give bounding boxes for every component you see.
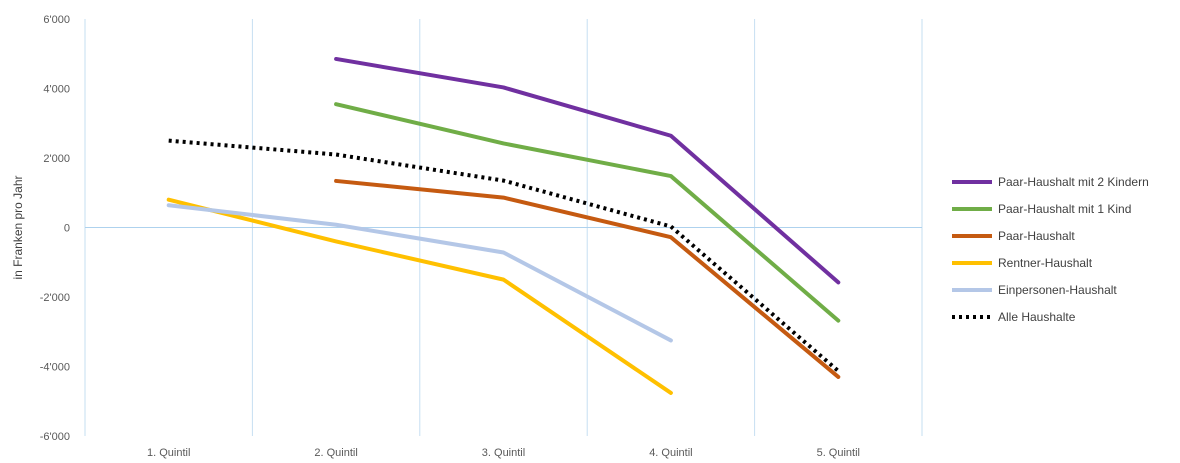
legend-label: Paar-Haushalt mit 2 Kindern (998, 175, 1149, 189)
series-lines (166, 56, 841, 395)
series-line (166, 197, 673, 395)
x-axis-ticks: 1. Quintil 2. Quintil 3. Quintil 4. Quintil… (147, 447, 860, 459)
series-line (166, 203, 673, 343)
series-line (334, 178, 841, 379)
legend: Paar-Haushalt mit 2 Kindern Paar-Haushalt… (952, 175, 1149, 324)
series-line (168, 138, 840, 373)
legend-label: Einpersonen-Haushalt (998, 283, 1117, 297)
y-tick-label: 0 (64, 223, 70, 235)
series-line (334, 56, 841, 285)
y-tick-label: -2'000 (40, 292, 70, 304)
x-tick-label: 4. Quintil (649, 447, 692, 459)
legend-label: Rentner-Haushalt (998, 256, 1093, 270)
legend-label: Alle Haushalte (998, 310, 1076, 324)
legend-label: Paar-Haushalt mit 1 Kind (998, 202, 1131, 216)
y-tick-label: 4'000 (43, 84, 70, 96)
series-line (334, 102, 841, 323)
y-tick-label: -4'000 (40, 362, 70, 374)
x-tick-label: 1. Quintil (147, 447, 190, 459)
y-axis-ticks: 6'000 4'000 2'000 0 -2'000 -4'000 -6'000 (40, 14, 70, 443)
legend-label: Paar-Haushalt (998, 229, 1075, 243)
x-tick-label: 2. Quintil (314, 447, 357, 459)
gridlines (84, 19, 923, 436)
y-tick-label: 2'000 (43, 153, 70, 165)
y-axis-label: in Franken pro Jahr (11, 175, 25, 279)
y-tick-label: -6'000 (40, 431, 70, 443)
x-tick-label: 5. Quintil (817, 447, 860, 459)
y-tick-label: 6'000 (43, 14, 70, 26)
x-tick-label: 3. Quintil (482, 447, 525, 459)
